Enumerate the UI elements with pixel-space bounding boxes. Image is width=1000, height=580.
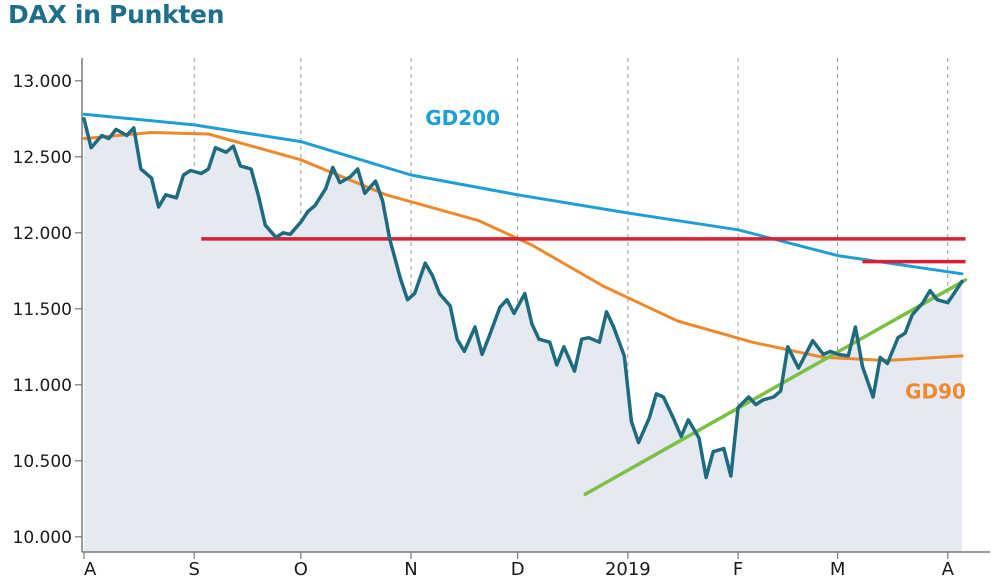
gd90-label: GD90 xyxy=(905,379,966,403)
gd200-line xyxy=(82,112,964,276)
x-tick-label: F xyxy=(733,559,743,580)
x-tick-label: S xyxy=(188,559,199,580)
dax-area xyxy=(84,118,962,553)
y-tick-label: 12.000 xyxy=(13,224,72,244)
x-tick-label: M xyxy=(830,559,846,580)
series-labels: GD200 GD90 xyxy=(425,106,966,404)
x-tick-label: A xyxy=(84,559,97,580)
dax-line xyxy=(82,117,964,480)
y-tick-label: 12.500 xyxy=(13,148,72,168)
y-tick-label: 10.500 xyxy=(13,452,72,472)
series-lines xyxy=(82,112,968,496)
y-tick-label: 11.000 xyxy=(13,376,72,396)
y-tick-label: 11.500 xyxy=(13,300,72,320)
y-tick-label: 10.000 xyxy=(13,528,72,548)
x-tick-label: D xyxy=(511,559,525,580)
x-tick-label: N xyxy=(404,559,417,580)
y-tick-label: 13.000 xyxy=(13,72,72,92)
trend-line xyxy=(583,278,968,496)
x-tick-label: O xyxy=(294,559,308,580)
x-tick-label: A xyxy=(942,559,955,580)
x-axis-ticks: A S O N D 2019 F M A xyxy=(83,552,955,580)
chart-title: DAX in Punkten xyxy=(8,0,225,29)
gd90-line xyxy=(82,131,964,362)
x-tick-label: 2019 xyxy=(605,559,651,580)
gd200-label: GD200 xyxy=(425,106,500,130)
y-axis-ticks: 10.000 10.500 11.000 11.500 12.000 12.500 13.0… xyxy=(13,72,82,548)
